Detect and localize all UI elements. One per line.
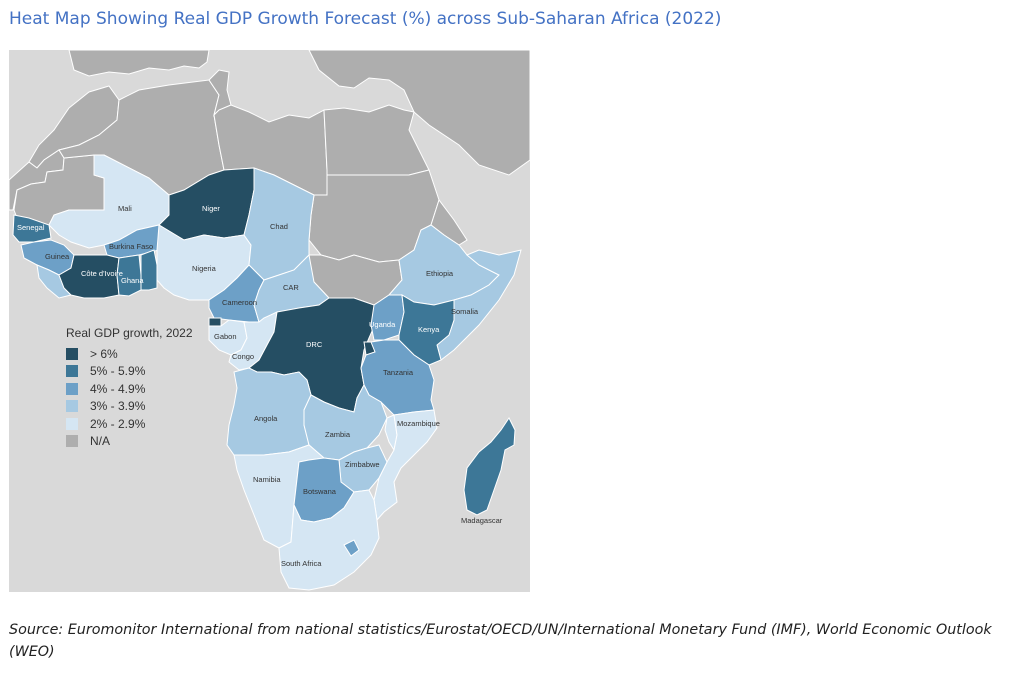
kenya — [398, 294, 455, 366]
label-somalia: Somalia — [451, 307, 479, 316]
label-guinea: Guinea — [45, 252, 70, 261]
legend-item: 2% - 2.9% — [66, 415, 193, 433]
source-note: Source: Euromonitor International from n… — [9, 622, 992, 660]
legend-label: 4% - 4.9% — [90, 381, 146, 396]
label-namibia: Namibia — [253, 475, 281, 484]
togo-benin — [140, 249, 158, 291]
legend-label: N/A — [90, 434, 111, 449]
africa-map: Mali Niger Senegal Guinea Burkina Faso C… — [9, 50, 530, 592]
label-zimbabwe: Zimbabwe — [345, 460, 380, 469]
label-kenya: Kenya — [418, 325, 440, 334]
legend-swatch — [66, 365, 78, 378]
zambia — [303, 383, 388, 461]
label-mali: Mali — [118, 204, 132, 213]
label-niger: Niger — [202, 204, 220, 213]
legend-swatch — [66, 400, 78, 413]
legend-label: 3% - 3.9% — [90, 399, 146, 414]
label-tanzania: Tanzania — [383, 368, 414, 377]
label-south-africa: South Africa — [281, 559, 322, 568]
south-africa — [278, 489, 380, 591]
legend-swatch — [66, 382, 78, 395]
legend-swatch — [66, 417, 78, 430]
label-burkina-faso: Burkina Faso — [109, 242, 154, 251]
senegal — [12, 214, 52, 243]
label-uganda: Uganda — [369, 320, 396, 329]
legend-item: 4% - 4.9% — [66, 380, 193, 398]
label-zambia: Zambia — [325, 430, 351, 439]
label-chad: Chad — [270, 222, 288, 231]
legend-label: 5% - 5.9% — [90, 364, 146, 379]
label-botswana: Botswana — [303, 487, 336, 496]
label-angola: Angola — [254, 414, 278, 423]
label-madagascar: Madagascar — [461, 516, 503, 525]
label-senegal: Senegal — [17, 223, 45, 232]
legend-swatch — [66, 347, 78, 360]
label-drc: DRC — [306, 340, 323, 349]
legend-label: 2% - 2.9% — [90, 416, 146, 431]
mozambique — [373, 409, 438, 522]
label-cote-divoire: Côte d'Ivoire — [81, 269, 123, 278]
angola — [226, 367, 312, 456]
legend: Real GDP growth, 2022 > 6% 5% - 5.9% 4% … — [66, 326, 193, 450]
label-car: CAR — [283, 283, 299, 292]
map-canvas — [9, 50, 530, 591]
label-congo: Congo — [232, 352, 255, 361]
legend-label: > 6% — [90, 346, 118, 361]
lesotho — [343, 539, 360, 557]
europe-region — [68, 50, 210, 77]
legend-item: N/A — [66, 433, 193, 451]
chart-title: Heat Map Showing Real GDP Growth Forecas… — [9, 9, 722, 29]
label-gabon: Gabon — [214, 332, 237, 341]
legend-item: 5% - 5.9% — [66, 363, 193, 381]
egypt — [323, 104, 430, 176]
label-ghana: Ghana — [121, 276, 144, 285]
label-ethiopia: Ethiopia — [426, 269, 454, 278]
label-cameroon: Cameroon — [222, 298, 258, 307]
label-nigeria: Nigeria — [192, 264, 216, 273]
ghana — [116, 254, 142, 297]
legend-item: > 6% — [66, 345, 193, 363]
legend-item: 3% - 3.9% — [66, 398, 193, 416]
equatorial-guinea — [208, 317, 222, 327]
legend-title: Real GDP growth, 2022 — [66, 326, 193, 340]
label-mozambique: Mozambique — [397, 419, 440, 428]
legend-swatch — [66, 435, 78, 448]
madagascar — [463, 417, 516, 516]
